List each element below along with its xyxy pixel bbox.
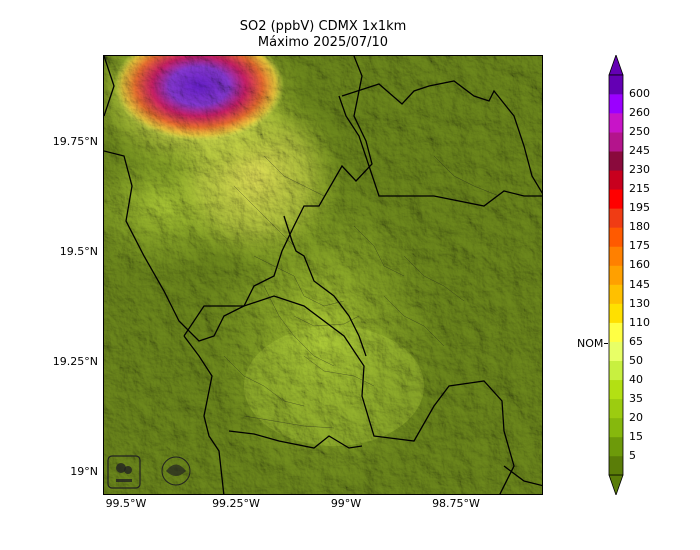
colorbar-level-label: 40 <box>629 372 643 386</box>
chart-title: SO2 (ppbV) CDMX 1x1km <box>239 19 407 34</box>
lat-label: 19.75°N <box>52 135 98 148</box>
nom-marker-label: NOM <box>577 337 604 350</box>
lat-label: 19.25°N <box>52 355 98 368</box>
colorbar-band <box>609 417 623 438</box>
colorbar-band <box>609 151 623 171</box>
colorbar-band <box>609 341 623 362</box>
colorbar-level-label: 130 <box>629 296 650 310</box>
municipal-borders <box>223 155 500 429</box>
colorbar-level-label: 20 <box>629 410 643 424</box>
colorbar-band <box>609 398 623 419</box>
map-canvas <box>104 56 542 494</box>
colorbar-band <box>609 265 623 285</box>
colorbar-band <box>609 170 623 190</box>
colorbar-band <box>609 208 623 228</box>
lon-label: 99.25°W <box>212 497 260 510</box>
colorbar-level-label: 230 <box>629 163 650 177</box>
colorbar-band <box>609 113 623 133</box>
colorbar-band <box>609 436 623 457</box>
government-seal <box>161 456 191 486</box>
colorbar-band <box>609 246 623 266</box>
colorbar-band <box>609 360 623 381</box>
terrain-shading <box>104 56 542 494</box>
nom-marker-tick <box>604 343 608 344</box>
colorbar-band <box>609 379 623 400</box>
colorbar-level-label: 145 <box>629 277 650 291</box>
colorbar-level-label: 195 <box>629 201 650 215</box>
colorbar-band <box>609 132 623 152</box>
colorbar-level-label: 215 <box>629 182 650 196</box>
state-borders <box>104 56 542 494</box>
colorbar-band <box>609 75 623 95</box>
lon-label: 99.5°W <box>105 497 147 510</box>
lat-label: 19.5°N <box>59 245 98 258</box>
concentration-map <box>103 55 543 495</box>
colorbar-level-label: 600 <box>629 87 650 101</box>
sedema-logo <box>107 455 141 489</box>
colorbar-level-label: 160 <box>629 258 650 272</box>
colorbar-level-label: 175 <box>629 239 650 253</box>
colorbar-level-label: 110 <box>629 315 650 329</box>
colorbar-level-label: 180 <box>629 220 650 234</box>
colorbar-band <box>609 189 623 209</box>
colorbar-level-label: 260 <box>629 106 650 120</box>
colorbar-level-label: 65 <box>629 334 643 348</box>
colorbar-band <box>609 303 623 323</box>
colorbar-band <box>609 227 623 247</box>
colorbar-level-label: 15 <box>629 429 643 443</box>
lat-label: 19°N <box>70 465 98 478</box>
colorbar-max-arrow <box>608 55 624 76</box>
colorbar-min-arrow <box>608 474 624 495</box>
colorbar-band <box>609 284 623 304</box>
colorbar-level-label: 5 <box>629 448 636 462</box>
colorbar-level-label: 245 <box>629 144 650 158</box>
colorbar-band <box>609 322 623 342</box>
colorbar-level-label: 35 <box>629 391 643 405</box>
lon-label: 99°W <box>330 497 362 510</box>
chart-subtitle: Máximo 2025/07/10 <box>257 35 389 50</box>
colorbar <box>608 55 624 495</box>
lon-label: 98.75°W <box>432 497 480 510</box>
colorbar-level-label: 50 <box>629 353 643 367</box>
colorbar-band <box>609 455 623 476</box>
colorbar-level-label: 250 <box>629 125 650 139</box>
colorbar-band <box>609 94 623 114</box>
